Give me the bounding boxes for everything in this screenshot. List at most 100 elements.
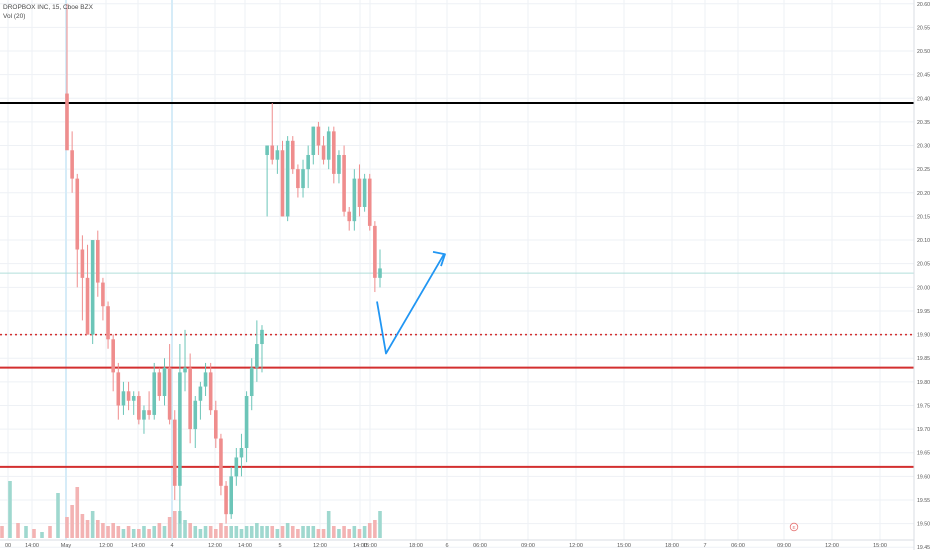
volume-bar (137, 529, 141, 538)
price-tick-label: 20.20 (917, 191, 930, 197)
candle-body (85, 277, 90, 335)
candle-body (255, 344, 259, 368)
volume-bar (275, 529, 280, 538)
time-tick-label: 00 (5, 543, 11, 549)
price-tick-label: 20.30 (917, 144, 930, 150)
volume-bar (24, 526, 28, 538)
volume-bar (265, 526, 269, 538)
candles (65, 3, 382, 524)
candle-body (70, 150, 74, 179)
volume-bar (378, 511, 382, 538)
price-tick-label: 19.45 (917, 545, 930, 550)
candle-body (311, 126, 316, 155)
volume-bar (296, 529, 300, 538)
price-tick-label: 19.50 (917, 522, 930, 528)
candle-body (65, 93, 69, 151)
candle-body (362, 178, 367, 207)
earnings-marker-circle[interactable] (789, 522, 799, 532)
time-tick-label: 14:00 (238, 543, 252, 549)
candle-body (162, 367, 167, 397)
candle-body (198, 386, 203, 401)
time-tick-label: 6 (445, 543, 448, 549)
time-tick-label: 14:00 (25, 543, 39, 549)
volume-bar (157, 523, 162, 538)
candle-body (116, 372, 121, 406)
volume-bar (65, 517, 69, 538)
volume-bar (188, 523, 192, 538)
earnings-marker[interactable]: E (789, 522, 799, 532)
volume-bar (131, 529, 136, 538)
earnings-marker-label: E (792, 525, 795, 530)
time-tick-label: 06:00 (473, 543, 487, 549)
candle-body (193, 400, 198, 430)
volume-bar (111, 523, 115, 538)
volume-bar (249, 526, 254, 538)
time-axis[interactable]: 00 14:00 May 12:00 14:00 4 12:00 14:00 5 12:00 14:… (0, 539, 914, 549)
volume-bar (260, 526, 264, 538)
price-tick-label: 19.60 (917, 474, 930, 480)
candle-body (337, 154, 341, 174)
volume-bar (357, 529, 362, 538)
time-tick-label: 14:00 (353, 543, 367, 549)
candle-body (265, 145, 269, 155)
projection-arrow[interactable] (376, 250, 446, 355)
volume-bar (342, 526, 346, 538)
candle-body (178, 372, 182, 486)
volume-bar (95, 520, 100, 538)
volume-bar (214, 529, 218, 538)
volume-bar (219, 523, 223, 538)
candle-body (131, 396, 136, 401)
candle-body (249, 367, 254, 397)
price-tick-label: 20.25 (917, 167, 930, 173)
candle-body (332, 131, 336, 174)
volume-bar (75, 487, 80, 538)
candle-body (90, 240, 95, 335)
volume-bar (321, 529, 326, 538)
symbol-title[interactable]: DROPBOX INC, 15, Cboe BZX (3, 4, 93, 11)
candle-body (126, 391, 131, 401)
volume-bar (280, 526, 285, 538)
candle-body (378, 268, 382, 278)
price-tick-label: 19.80 (917, 380, 930, 386)
time-tick-label: 12:00 (569, 543, 583, 549)
volume-bar (121, 529, 126, 538)
volume-bar (306, 526, 310, 538)
price-tick-label: 20.50 (917, 49, 930, 55)
projection-arrowhead[interactable] (432, 250, 446, 267)
volume-bar (147, 529, 151, 538)
volume-bar (126, 526, 131, 538)
price-tick-label: 19.70 (917, 427, 930, 433)
price-tick-label: 20.05 (917, 262, 930, 268)
time-tick-label: 7 (703, 543, 706, 549)
candle-body (208, 372, 213, 411)
volume-bar (172, 511, 177, 538)
volume-bar (32, 529, 36, 538)
volume-bar (332, 526, 336, 538)
volume-bar (229, 526, 233, 538)
price-axis[interactable]: 20.60 20.55 20.50 20.45 20.40 20.35 20.30 20.25… (913, 0, 932, 551)
candle-body (280, 150, 285, 217)
candle-body (142, 410, 146, 420)
candle-body (290, 140, 295, 170)
candle-body (347, 211, 352, 222)
time-tick-label: 12:00 (313, 543, 327, 549)
candle-body (219, 438, 223, 486)
volume-bar (234, 526, 239, 538)
candle-body (167, 367, 172, 420)
time-tick-label: 18:00 (409, 543, 423, 549)
chart-legend: DROPBOX INC, 15, Cboe BZX Vol (20) (3, 3, 93, 21)
volume-bar (326, 511, 331, 538)
candle-body (316, 126, 321, 146)
projection-path[interactable] (376, 253, 445, 355)
time-tick-label: 5 (278, 543, 281, 549)
candle-body (75, 178, 80, 250)
volume-indicator-label[interactable]: Vol (20) (3, 13, 26, 20)
volume-bar (255, 523, 259, 538)
candle-body (80, 249, 85, 278)
price-tick-label: 20.00 (917, 285, 930, 291)
candle-body (214, 410, 218, 439)
volume-bar (244, 526, 249, 538)
candle-body (260, 329, 264, 345)
